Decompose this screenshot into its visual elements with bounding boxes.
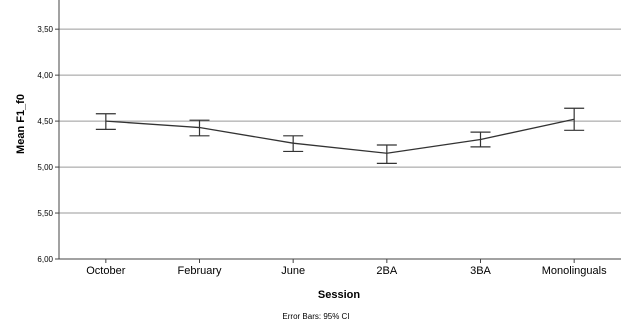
y-tick-label: 4,00 — [37, 71, 53, 80]
x-category-label: Monolinguals — [542, 265, 607, 277]
y-tick-label: 5,00 — [37, 163, 53, 172]
y-tick-label: 3,50 — [37, 25, 53, 34]
error-bars-note: Error Bars: 95% CI — [282, 312, 349, 321]
axes — [55, 0, 621, 263]
x-category-label: June — [281, 265, 305, 277]
x-category-label: February — [177, 265, 222, 277]
y-tick-label: 6,00 — [37, 255, 53, 264]
x-category-labels: October February June 2BA 3BA Monolinguals — [86, 265, 607, 277]
y-axis-title: Mean F1_f0 — [15, 94, 27, 154]
x-category-label: 3BA — [470, 265, 491, 277]
x-category-label: 2BA — [376, 265, 397, 277]
series-line — [105, 118, 575, 154]
gridlines — [59, 28, 621, 260]
series — [95, 107, 585, 164]
y-tick-labels: 3,50 4,00 4,50 5,00 5,50 6,00 — [37, 25, 53, 264]
x-category-label: October — [86, 265, 125, 277]
x-axis-title: Session — [318, 289, 360, 301]
y-tick-label: 5,50 — [37, 209, 53, 218]
y-tick-label: 4,50 — [37, 117, 53, 126]
